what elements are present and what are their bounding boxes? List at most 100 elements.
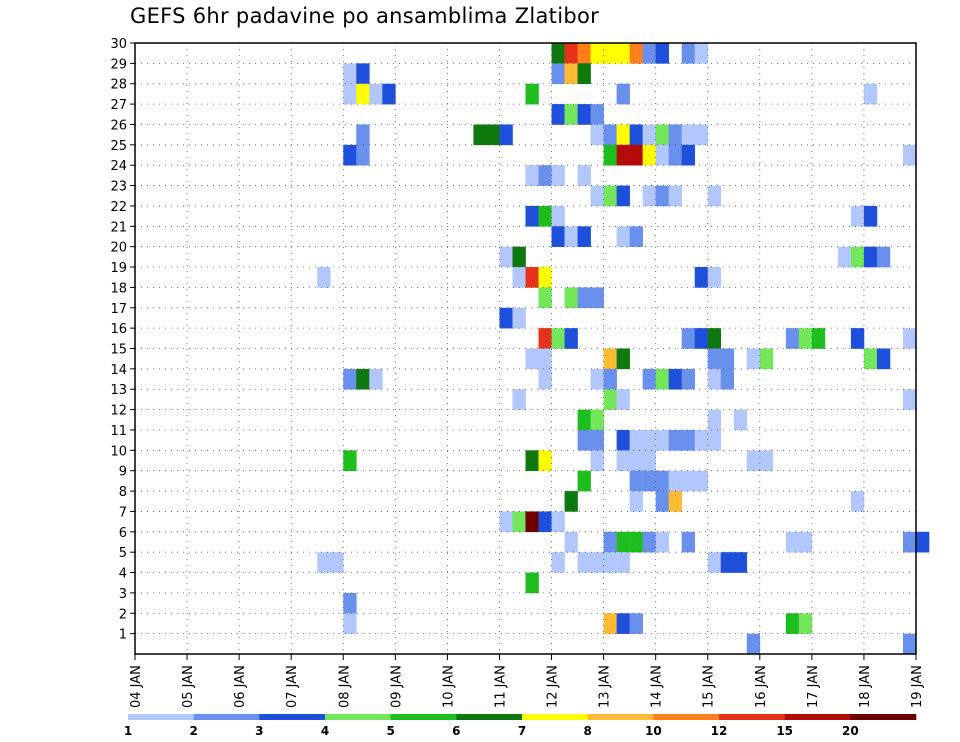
heatmap-cell <box>616 531 630 553</box>
heatmap-cell <box>785 328 800 349</box>
heatmap-cell <box>590 185 604 207</box>
heatmap-cell <box>681 429 696 451</box>
heatmap-cell <box>759 348 774 370</box>
heatmap-cell <box>746 348 761 370</box>
heatmap-cell <box>629 144 643 166</box>
heatmap-cell <box>694 43 709 64</box>
heatmap-cell <box>512 389 526 410</box>
heatmap-cell <box>382 83 396 105</box>
heatmap-cell <box>551 205 565 227</box>
colorbar-label: 6 <box>452 724 460 738</box>
heatmap-cell <box>616 144 630 166</box>
heatmap-cell <box>837 246 852 268</box>
heatmap-cell <box>642 185 656 207</box>
heatmap-cell <box>538 205 552 227</box>
heatmap-cell <box>525 348 539 370</box>
heatmap-cell <box>525 267 539 288</box>
heatmap-cell <box>642 450 656 471</box>
x-tick-label: 14 JAN <box>650 665 665 708</box>
heatmap-cell <box>603 368 617 390</box>
colorbar-swatch <box>325 714 391 720</box>
heatmap-cell <box>681 144 696 166</box>
heatmap-cell <box>564 328 578 349</box>
heatmap-cell <box>343 63 357 85</box>
heatmap-cell <box>642 531 656 553</box>
heatmap-cell <box>525 572 539 594</box>
heatmap-cell <box>356 144 370 166</box>
heatmap-cell <box>642 368 656 390</box>
y-tick-label: 4 <box>119 567 127 582</box>
heatmap-cell <box>590 450 604 471</box>
heatmap-cell <box>499 511 513 533</box>
heatmap-cell <box>616 450 630 471</box>
heatmap-cell <box>330 552 344 573</box>
heatmap-cell <box>668 429 682 451</box>
heatmap-cell <box>863 205 878 227</box>
y-tick-label: 28 <box>110 78 127 93</box>
color-legend: 1 2 3 4 5 6 7 8 10 12 15 20 <box>124 714 917 738</box>
heatmap-cell <box>668 470 682 492</box>
heatmap-cell <box>590 409 604 431</box>
heatmap-cell <box>668 124 682 146</box>
heatmap-cell <box>590 287 604 309</box>
heatmap-cells <box>317 43 930 655</box>
heatmap-cell <box>655 43 669 64</box>
heatmap-cell <box>577 470 591 492</box>
heatmap-cell <box>655 368 669 390</box>
heatmap-cell <box>551 552 565 573</box>
colorbar-label: 2 <box>189 724 197 738</box>
heatmap-cell <box>668 491 682 512</box>
y-tick-label: 9 <box>119 465 127 480</box>
heatmap-cell <box>343 613 357 634</box>
y-tick-label: 17 <box>110 302 127 317</box>
heatmap-cell <box>317 552 331 573</box>
x-axis: 04 JAN 05 JAN 06 JAN 07 JAN 08 JAN 09 JAN 10 J… <box>129 654 925 708</box>
colorbar-swatch <box>259 714 326 720</box>
colorbar-label: 7 <box>518 724 526 738</box>
x-tick-label: 13 JAN <box>598 665 613 708</box>
y-tick-label: 6 <box>119 526 127 541</box>
y-tick-label: 15 <box>110 343 127 358</box>
colorbar-swatch <box>522 714 588 720</box>
heatmap-cell <box>681 328 696 349</box>
y-tick-label: 21 <box>110 220 127 235</box>
heatmap-cell <box>642 429 656 451</box>
y-tick-label: 3 <box>119 587 127 602</box>
heatmap-cell <box>356 63 370 85</box>
heatmap-cell <box>707 185 722 207</box>
y-tick-label: 29 <box>110 57 127 72</box>
heatmap-cell <box>577 287 591 309</box>
x-tick-label: 11 JAN <box>493 665 508 708</box>
heatmap-cell <box>590 429 604 451</box>
y-tick-label: 24 <box>110 159 127 174</box>
heatmap-cell <box>733 552 748 573</box>
heatmap-cell <box>629 491 643 512</box>
x-tick-label: 05 JAN <box>181 665 196 708</box>
heatmap-cell <box>551 104 565 125</box>
heatmap-cell <box>564 63 578 85</box>
heatmap-cell <box>525 205 539 227</box>
heatmap-cell <box>798 531 813 553</box>
heatmap-cell <box>902 633 917 655</box>
y-tick-label: 22 <box>110 200 127 215</box>
y-tick-label: 27 <box>110 98 127 113</box>
colorbar-swatch <box>128 714 194 720</box>
heatmap-cell <box>603 124 617 146</box>
heatmap-cell <box>616 185 630 207</box>
heatmap-cell <box>707 328 722 349</box>
heatmap-cell <box>642 144 656 166</box>
heatmap-cell <box>642 43 656 64</box>
heatmap-cell <box>616 552 630 573</box>
heatmap-cell <box>655 531 669 553</box>
heatmap-cell <box>746 633 761 655</box>
y-tick-label: 18 <box>110 281 127 296</box>
colorbar-swatch <box>390 714 457 720</box>
heatmap-cell <box>785 531 800 553</box>
heatmap-cell <box>902 531 917 553</box>
x-tick-label: 17 JAN <box>806 665 821 708</box>
heatmap-cell <box>525 83 539 105</box>
y-tick-label: 1 <box>119 628 127 643</box>
heatmap-cell <box>902 389 917 410</box>
heatmap-cell <box>694 267 709 288</box>
heatmap-cell <box>629 226 643 247</box>
